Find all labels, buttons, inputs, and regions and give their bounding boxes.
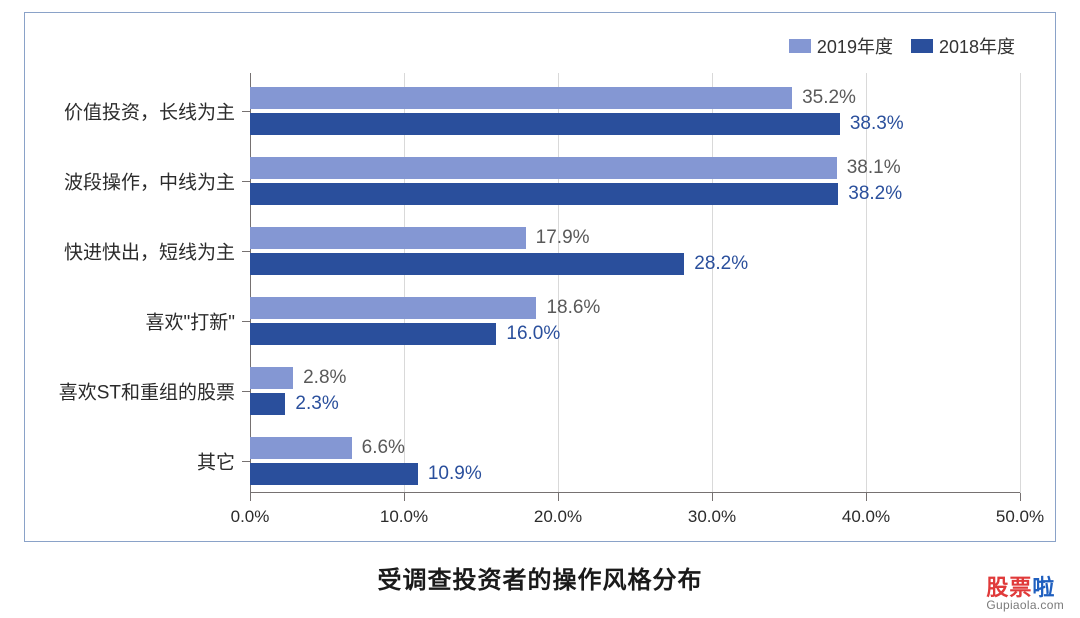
x-tick-label: 30.0% [688, 507, 736, 527]
bar-value-label: 10.9% [418, 463, 482, 485]
bar-value-label: 38.1% [837, 157, 901, 179]
category-label: 快进快出，短线为主 [64, 238, 235, 265]
gridline [866, 73, 867, 493]
bar-value-label: 2.3% [285, 393, 338, 415]
bar: 10.9% [250, 463, 418, 485]
x-tick-label: 50.0% [996, 507, 1044, 527]
x-tick [250, 493, 251, 501]
bar-value-label: 18.6% [536, 297, 600, 319]
bar-value-label: 6.6% [352, 437, 405, 459]
plot-area: 0.0%10.0%20.0%30.0%40.0%50.0%价值投资，长线为主35… [250, 73, 1020, 493]
bar: 6.6% [250, 437, 352, 459]
legend-item-2018: 2018年度 [911, 33, 1015, 59]
x-tick [1020, 493, 1021, 501]
bar-value-label: 38.3% [840, 113, 904, 135]
bar: 18.6% [250, 297, 536, 319]
y-axis [250, 73, 251, 493]
y-tick [242, 251, 250, 252]
legend-label-2018: 2018年度 [939, 33, 1015, 59]
legend-label-2019: 2019年度 [817, 33, 893, 59]
legend-swatch-2018 [911, 39, 933, 53]
x-axis [250, 492, 1020, 493]
x-tick [712, 493, 713, 501]
watermark-line1: 股票啦 [986, 576, 1064, 599]
y-tick [242, 111, 250, 112]
x-tick [866, 493, 867, 501]
category-label: 喜欢"打新" [146, 308, 236, 335]
category-label: 波段操作，中线为主 [64, 168, 235, 195]
bar: 16.0% [250, 323, 496, 345]
chart-frame: 2019年度 2018年度 0.0%10.0%20.0%30.0%40.0%50… [24, 12, 1056, 542]
legend-item-2019: 2019年度 [789, 33, 893, 59]
bar-value-label: 35.2% [792, 87, 856, 109]
bar: 35.2% [250, 87, 792, 109]
bar: 17.9% [250, 227, 526, 249]
bar: 28.2% [250, 253, 684, 275]
x-tick [404, 493, 405, 501]
y-tick [242, 461, 250, 462]
legend-swatch-2019 [789, 39, 811, 53]
watermark-part1: 股票 [986, 575, 1032, 600]
y-tick [242, 391, 250, 392]
bar: 2.8% [250, 367, 293, 389]
legend: 2019年度 2018年度 [789, 33, 1015, 59]
y-tick [242, 181, 250, 182]
x-tick-label: 10.0% [380, 507, 428, 527]
bar: 38.3% [250, 113, 840, 135]
x-tick-label: 0.0% [231, 507, 270, 527]
category-label: 其它 [197, 448, 235, 475]
gridline [1020, 73, 1021, 493]
watermark-line2: Gupiaola.com [986, 599, 1064, 612]
y-tick [242, 321, 250, 322]
x-tick [558, 493, 559, 501]
bar-value-label: 17.9% [526, 227, 590, 249]
bar: 2.3% [250, 393, 285, 415]
x-tick-label: 20.0% [534, 507, 582, 527]
category-label: 喜欢ST和重组的股票 [59, 378, 235, 405]
watermark: 股票啦 Gupiaola.com [986, 576, 1064, 612]
bar-value-label: 38.2% [838, 183, 902, 205]
chart-title: 受调查投资者的操作风格分布 [0, 560, 1080, 595]
bar-value-label: 28.2% [684, 253, 748, 275]
bar-value-label: 2.8% [293, 367, 346, 389]
bar-value-label: 16.0% [496, 323, 560, 345]
category-label: 价值投资，长线为主 [64, 98, 235, 125]
gridline [712, 73, 713, 493]
bar: 38.2% [250, 183, 838, 205]
watermark-part2: 啦 [1032, 575, 1055, 600]
gridline [404, 73, 405, 493]
gridline [558, 73, 559, 493]
x-tick-label: 40.0% [842, 507, 890, 527]
bar: 38.1% [250, 157, 837, 179]
